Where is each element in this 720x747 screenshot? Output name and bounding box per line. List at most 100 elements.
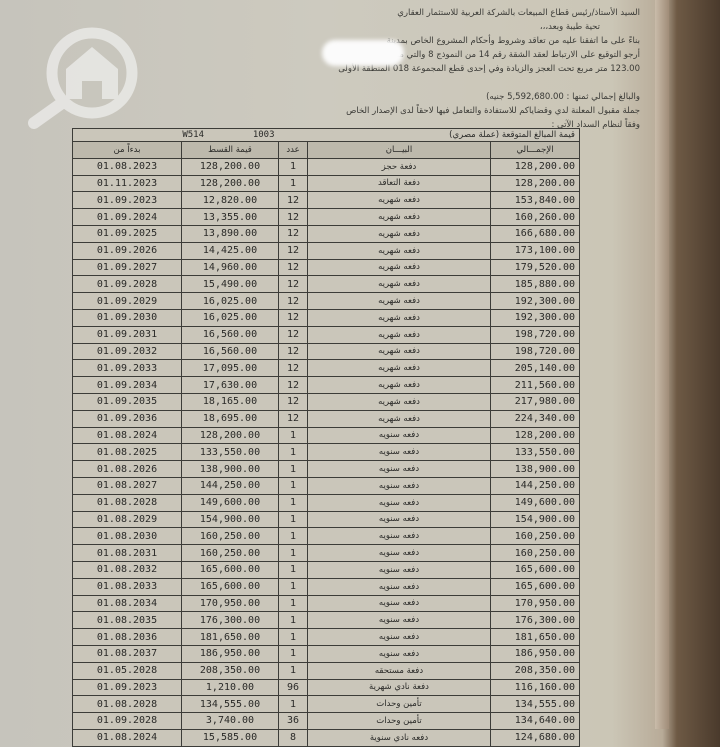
description-cell: دفعة مستحقه	[307, 661, 491, 680]
count-cell: 12	[278, 241, 308, 260]
count-cell: 1	[278, 157, 308, 176]
total-cell: 116,160.00	[490, 678, 580, 697]
installment-cell: 128,200.00	[181, 174, 279, 193]
description-cell: دفعه شهريه	[307, 241, 491, 260]
total-cell: 128,200.00	[490, 426, 580, 445]
description-cell: دفعه سنويه	[307, 594, 491, 613]
salutation: السيد الأستاذ/رئيس قطاع المبيعات بالشركة…	[397, 8, 640, 18]
installment-cell: 165,600.00	[181, 560, 279, 579]
description-cell: دفعه شهريه	[307, 359, 491, 378]
installment-cell: 16,025.00	[181, 292, 279, 310]
total-cell: 224,340.00	[490, 409, 580, 428]
start-date-cell: 01.09.2024	[72, 208, 182, 226]
description-cell: دفعه سنويه	[307, 493, 491, 512]
installment-cell: 18,165.00	[181, 392, 279, 411]
count-cell: 12	[278, 376, 308, 394]
redaction-blur	[322, 40, 404, 66]
total-cell: 160,250.00	[490, 527, 580, 546]
count-cell: 36	[278, 712, 308, 730]
header-total: الإجمـــالي	[490, 141, 580, 159]
start-date-cell: 01.08.2035	[72, 611, 182, 630]
installment-cell: 17,630.00	[181, 376, 279, 394]
count-cell: 1	[278, 611, 308, 630]
start-date-cell: 01.08.2029	[72, 510, 182, 529]
count-cell: 12	[278, 308, 308, 327]
letter-line: وفقاً لنظام السداد الآتي :	[551, 120, 640, 130]
table-row: 01.05.2028 208,350.00 1 دفعة مستحقه 208,350.…	[72, 661, 580, 680]
table-row: 01.08.2027 144,250.00 1 دفعه سنويه 144,250.0…	[72, 476, 580, 495]
installment-cell: 133,550.00	[181, 443, 279, 462]
description-cell: دفعه شهريه	[307, 224, 491, 243]
count-cell: 12	[278, 191, 308, 210]
start-date-cell: 01.09.2023	[72, 191, 182, 210]
total-cell: 144,250.00	[490, 476, 580, 495]
installment-cell: 15,490.00	[181, 275, 279, 294]
installment-cell: 14,960.00	[181, 258, 279, 277]
description-cell: دفعه شهريه	[307, 325, 491, 344]
installment-cell: 144,250.00	[181, 476, 279, 495]
start-date-cell: 01.09.2030	[72, 308, 182, 327]
description-cell: دفعة التعاقد	[307, 174, 491, 193]
start-date-cell: 01.09.2029	[72, 292, 182, 310]
installment-cell: 16,560.00	[181, 342, 279, 361]
installment-cell: 128,200.00	[181, 157, 279, 176]
count-cell: 12	[278, 224, 308, 243]
count-cell: 1	[278, 476, 308, 495]
count-cell: 12	[278, 359, 308, 378]
installment-cell: 160,250.00	[181, 544, 279, 562]
table-row: 01.08.2030 160,250.00 1 دفعه سنويه 160,250.0…	[72, 527, 580, 546]
installment-cell: 128,200.00	[181, 426, 279, 445]
count-cell: 12	[278, 392, 308, 411]
letter-line: 123.00 متر مربع تحت العجز والزيادة وفي إ…	[338, 64, 640, 74]
count-cell: 1	[278, 577, 308, 596]
start-date-cell: 01.09.2027	[72, 258, 182, 277]
installment-cell: 149,600.00	[181, 493, 279, 512]
start-date-cell: 01.09.2035	[72, 392, 182, 411]
start-date-cell: 01.08.2028	[72, 493, 182, 512]
count-cell: 1	[278, 443, 308, 462]
count-cell: 12	[278, 292, 308, 310]
installment-cell: 160,250.00	[181, 527, 279, 546]
total-cell: 217,980.00	[490, 392, 580, 411]
count-cell: 1	[278, 628, 308, 646]
description-cell: دفعه سنويه	[307, 560, 491, 579]
total-cell: 198,720.00	[490, 325, 580, 344]
unit-code: W514	[182, 130, 205, 140]
description-cell: دفعه شهريه	[307, 292, 491, 310]
count-cell: 12	[278, 342, 308, 361]
count-cell: 1	[278, 426, 308, 445]
total-cell: 138,900.00	[490, 460, 580, 478]
total-cell: 165,600.00	[490, 577, 580, 596]
total-cell: 149,600.00	[490, 493, 580, 512]
count-cell: 1	[278, 493, 308, 512]
search-home-logo-icon	[28, 27, 138, 129]
table-row: 01.08.2037 186,950.00 1 دفعه سنويه 186,950.0…	[72, 644, 580, 663]
total-cell: 153,840.00	[490, 191, 580, 210]
total-cell: 166,680.00	[490, 224, 580, 243]
table-header-row: بدءاً من قيمة القسط عدد البيـــان الإجمـ…	[72, 141, 580, 159]
description-cell: دفعه سنويه	[307, 426, 491, 445]
description-cell: دفعه شهريه	[307, 208, 491, 226]
table-title: قيمة المبالغ المتوقعة (عملة مصري)	[278, 128, 580, 142]
description-cell: دفعه سنويه	[307, 476, 491, 495]
table-row: 01.08.2024 15,585.00 8 دفعه نادي سنوية 124,6…	[72, 728, 580, 747]
total-cell: 208,350.00	[490, 661, 580, 680]
header-description: البيـــان	[307, 141, 491, 159]
table-row: 01.08.2029 154,900.00 1 دفعه سنويه 154,900.0…	[72, 510, 580, 529]
description-cell: دفعه سنويه	[307, 443, 491, 462]
installment-cell: 208,350.00	[181, 661, 279, 680]
total-cell: 165,600.00	[490, 560, 580, 579]
start-date-cell: 01.09.2036	[72, 409, 182, 428]
total-cell: 205,140.00	[490, 359, 580, 378]
table-row: 01.08.2031 160,250.00 1 دفعه سنويه 160,250.0…	[72, 544, 580, 562]
count-cell: 12	[278, 325, 308, 344]
installment-cell: 16,025.00	[181, 308, 279, 327]
installment-cell: 134,555.00	[181, 695, 279, 714]
table-row: 01.09.2028 3,740.00 36 تأمين وحدات 134,640.0…	[72, 712, 580, 730]
description-cell: دفعه سنويه	[307, 611, 491, 630]
start-date-cell: 01.05.2028	[72, 661, 182, 680]
total-cell: 128,200.00	[490, 157, 580, 176]
paper-edge	[655, 0, 669, 729]
table-row: 01.08.2024 128,200.00 1 دفعه سنويه 128,200.0…	[72, 426, 580, 445]
header-start-date: بدءاً من	[72, 141, 182, 159]
